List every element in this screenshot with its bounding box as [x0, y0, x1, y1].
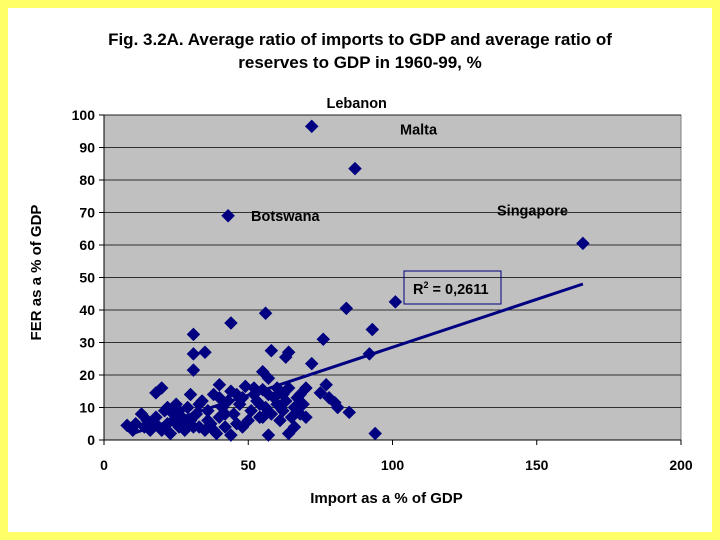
data-point: [296, 397, 310, 412]
x-tick-label: 50: [240, 457, 256, 473]
data-point: [198, 345, 212, 360]
data-point: [244, 403, 258, 418]
data-point: [192, 397, 207, 412]
y-tick-label: 90: [79, 140, 95, 156]
data-point: [304, 356, 319, 371]
y-tick-label: 70: [79, 205, 95, 221]
data-point: [186, 327, 201, 342]
data-point: [146, 416, 160, 431]
y-tick-label: 60: [79, 237, 95, 253]
data-point: [261, 387, 276, 402]
data-point: [339, 301, 354, 316]
data-point: [261, 428, 276, 442]
data-point: [166, 413, 181, 428]
r-squared-label: R2 = 0,2611: [403, 270, 502, 305]
y-axis-ticks: 0 10 20 30 40 50 60 70 80 90 100: [72, 107, 104, 448]
data-point: [149, 386, 163, 400]
r-squared-exponent: 2: [423, 280, 428, 290]
data-point: [172, 403, 186, 418]
y-tick-label: 40: [79, 302, 95, 318]
annotation-malta: Malta: [400, 123, 438, 139]
y-axis-title: FER as a % of GDP: [28, 205, 45, 341]
y-tick-label: 10: [79, 400, 95, 416]
data-point: [287, 420, 302, 434]
data-point: [316, 332, 331, 347]
r-squared-value: = 0,2611: [429, 282, 489, 298]
y-tick-label: 80: [79, 172, 95, 188]
data-point: [276, 403, 290, 418]
data-point: [154, 423, 169, 438]
data-point: [229, 387, 244, 402]
data-point: [264, 343, 279, 358]
data-point: [189, 407, 204, 421]
data-point: [252, 397, 267, 412]
data-point: [238, 379, 253, 394]
x-tick-label: 150: [525, 457, 549, 473]
data-point: [299, 410, 313, 425]
y-tick-label: 20: [79, 367, 95, 383]
x-tick-label: 100: [381, 457, 405, 473]
data-point: [278, 350, 293, 364]
data-point: [160, 400, 175, 415]
data-point: [186, 363, 201, 377]
data-point: [330, 400, 345, 415]
r-squared-base: R: [413, 282, 424, 298]
x-axis-ticks: 0 50 100 150 200: [100, 440, 693, 473]
chart-title-line-2: reserves to GDP in 1960-99, %: [238, 53, 482, 72]
data-point: [261, 371, 276, 386]
data-point: [368, 426, 383, 441]
data-point: [183, 387, 198, 402]
data-point: [218, 407, 233, 421]
annotations: Lebanon Malta Botswana Singapore: [251, 96, 568, 225]
data-point: [362, 347, 377, 361]
x-tick-label: 200: [669, 457, 693, 473]
data-point: [258, 306, 273, 321]
data-point: [247, 381, 261, 395]
data-point: [365, 322, 380, 337]
r-squared-text: R2 = 0,2611: [413, 280, 489, 298]
x-axis-title: Import as a % of GDP: [310, 490, 463, 507]
data-points: [120, 119, 590, 442]
y-tick-label: 100: [72, 107, 96, 123]
data-point: [235, 420, 250, 434]
annotation-lebanon: Lebanon: [327, 96, 387, 112]
data-point: [293, 387, 308, 402]
r-squared-box: [403, 270, 502, 305]
data-point: [273, 413, 287, 428]
data-point: [576, 236, 590, 251]
data-point: [212, 390, 227, 405]
data-point: [221, 208, 235, 223]
scatter-chart: 0 10 20 30 40 50 60 70 80 90 100 0 50 100 150 200 Leba…: [28, 96, 693, 507]
y-tick-label: 50: [79, 270, 95, 286]
y-tick-label: 30: [79, 335, 95, 351]
data-point: [313, 386, 328, 400]
data-point: [206, 423, 221, 438]
data-point: [348, 161, 362, 176]
annotation-singapore: Singapore: [497, 203, 568, 219]
data-point: [319, 377, 333, 392]
data-point: [186, 347, 201, 361]
x-tick-label: 0: [100, 457, 108, 473]
data-point: [304, 119, 319, 134]
data-point: [201, 413, 215, 428]
data-point: [342, 405, 357, 420]
y-tick-label: 0: [87, 432, 95, 448]
annotation-botswana: Botswana: [251, 209, 320, 225]
data-point: [224, 316, 238, 330]
data-point: [186, 420, 201, 434]
chart-title-line-1: Fig. 3.2A. Average ratio of imports to G…: [108, 30, 612, 49]
data-point: [224, 428, 238, 442]
data-point: [218, 420, 233, 434]
data-point: [388, 295, 403, 309]
data-point: [255, 410, 270, 425]
data-point: [276, 387, 290, 402]
